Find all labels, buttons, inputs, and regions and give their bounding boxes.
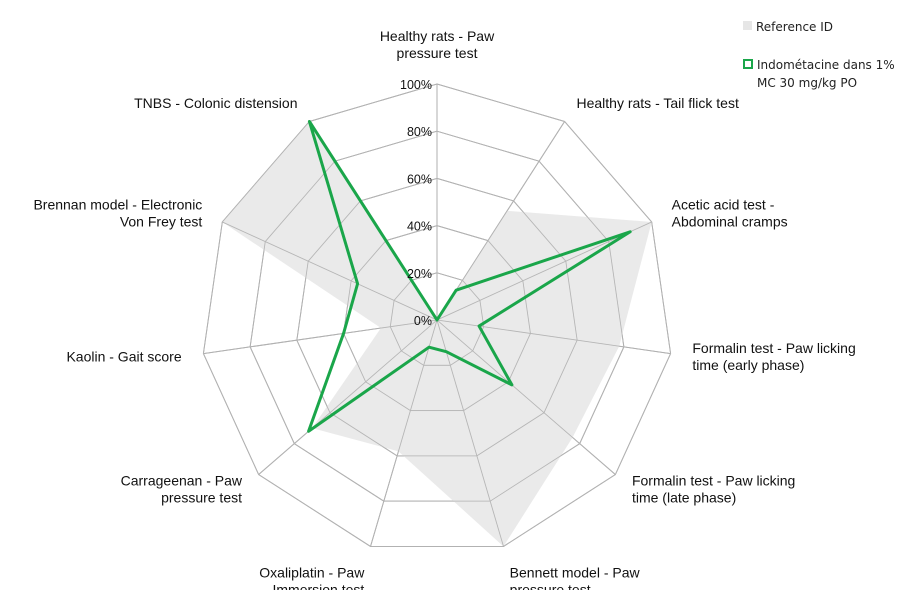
series-reference-area: [202, 83, 672, 547]
radial-tick-label: 80%: [407, 125, 432, 139]
grid-spoke-overlay: [370, 319, 438, 547]
radial-tick-label: 20%: [407, 267, 432, 281]
grid-spoke-overlay: [258, 319, 438, 475]
grid-ring-overlay: [389, 272, 485, 366]
axis-label: Formalin test - Paw licking time (early p…: [692, 340, 855, 373]
grid-spoke-overlay: [436, 319, 671, 354]
legend: Reference ID Indométacine dans 1% MC 30 …: [743, 18, 913, 112]
grid-ring-overlay: [249, 130, 625, 502]
axis-label: Acetic acid test -Abdominal cramps: [672, 196, 788, 229]
axis-label: Brennan model - Electronic Von Frey test: [33, 196, 202, 229]
legend-item-indomethacin: Indométacine dans 1% MC 30 mg/kg PO: [743, 56, 913, 92]
radial-tick-label: 100%: [400, 78, 432, 92]
grid-ring-overlay: [296, 177, 578, 457]
grid-spoke-overlay: [222, 221, 438, 321]
series-indomethacin-line-shape: [307, 119, 632, 433]
axis-labels: Healthy rats - Paw pressure test Healthy r…: [33, 28, 855, 590]
series-reference-area-shape: [222, 121, 652, 547]
axis-label: Formalin test - Paw licking time (late ph…: [632, 472, 795, 505]
axis-label: Healthy rats - Paw pressure test: [380, 28, 495, 61]
radial-tick-label: 60%: [407, 172, 432, 186]
axis-label: TNBS - Colonic distension: [134, 95, 297, 111]
axis-label: Kaolin - Gait score: [66, 349, 181, 365]
legend-swatch-reference: [743, 21, 752, 30]
radial-tick-labels: 0% 20% 40% 60% 80% 100%: [400, 78, 432, 328]
legend-label-indomethacin: Indométacine dans 1% MC 30 mg/kg PO: [757, 58, 895, 90]
legend-swatch-indomethacin: [743, 59, 753, 69]
grid-spoke-overlay: [436, 221, 652, 321]
axis-label: Oxaliplatin - Paw Immersion test: [259, 565, 365, 590]
grid-spoke-overlay: [436, 121, 565, 321]
axis-label: Bennett model - Paw pressure test: [510, 565, 641, 590]
series-indomethacin-line: [307, 119, 632, 433]
axis-label: Healthy rats - Tail flick test: [576, 95, 738, 111]
axis-label: Carrageenan - Paw pressure test: [121, 472, 243, 505]
grid-spoke-overlay: [436, 319, 504, 547]
legend-label-reference: Reference ID: [756, 20, 834, 34]
grid-ring-overlay: [202, 83, 672, 547]
grid-spoke-overlay: [436, 319, 616, 475]
legend-item-reference: Reference ID: [743, 18, 913, 36]
radial-tick-label: 40%: [407, 220, 432, 234]
radial-tick-label: 0%: [414, 314, 432, 328]
grid-spoke-overlay: [203, 319, 438, 354]
grid-ring-overlay: [343, 225, 531, 411]
